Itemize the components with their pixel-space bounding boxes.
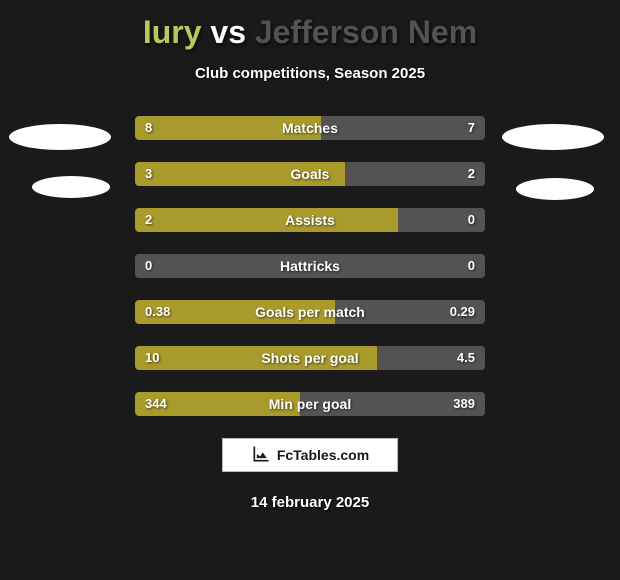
- stat-row-goals-per-match: 0.380.29Goals per match: [135, 300, 485, 324]
- placeholder-oval-1: [32, 176, 110, 198]
- player1-name: Iury: [143, 14, 202, 50]
- placeholder-oval-0: [9, 124, 111, 150]
- watermark[interactable]: FcTables.com: [222, 438, 398, 472]
- stat-row-matches: 87Matches: [135, 116, 485, 140]
- metric-label: Goals: [135, 162, 485, 186]
- metric-label: Min per goal: [135, 392, 485, 416]
- metric-label: Shots per goal: [135, 346, 485, 370]
- placeholder-oval-3: [516, 178, 594, 200]
- placeholder-oval-2: [502, 124, 604, 150]
- metric-label: Hattricks: [135, 254, 485, 278]
- metric-label: Assists: [135, 208, 485, 232]
- watermark-text: FcTables.com: [277, 447, 369, 463]
- player2-name: Jefferson Nem: [255, 14, 477, 50]
- stat-row-hattricks: 00Hattricks: [135, 254, 485, 278]
- footer-date: 14 february 2025: [0, 494, 620, 511]
- stat-row-goals: 32Goals: [135, 162, 485, 186]
- page-title: Iury vs Jefferson Nem: [0, 0, 620, 51]
- metric-label: Goals per match: [135, 300, 485, 324]
- stats-container: 87Matches 32Goals 20Assists 00Hattricks 0.38…: [135, 116, 485, 416]
- chart-icon: [251, 444, 271, 467]
- stat-row-assists: 20Assists: [135, 208, 485, 232]
- vs-separator: vs: [210, 14, 246, 50]
- stat-row-shots-per-goal: 104.5Shots per goal: [135, 346, 485, 370]
- stat-row-min-per-goal: 344389Min per goal: [135, 392, 485, 416]
- metric-label: Matches: [135, 116, 485, 140]
- subtitle: Club competitions, Season 2025: [0, 65, 620, 82]
